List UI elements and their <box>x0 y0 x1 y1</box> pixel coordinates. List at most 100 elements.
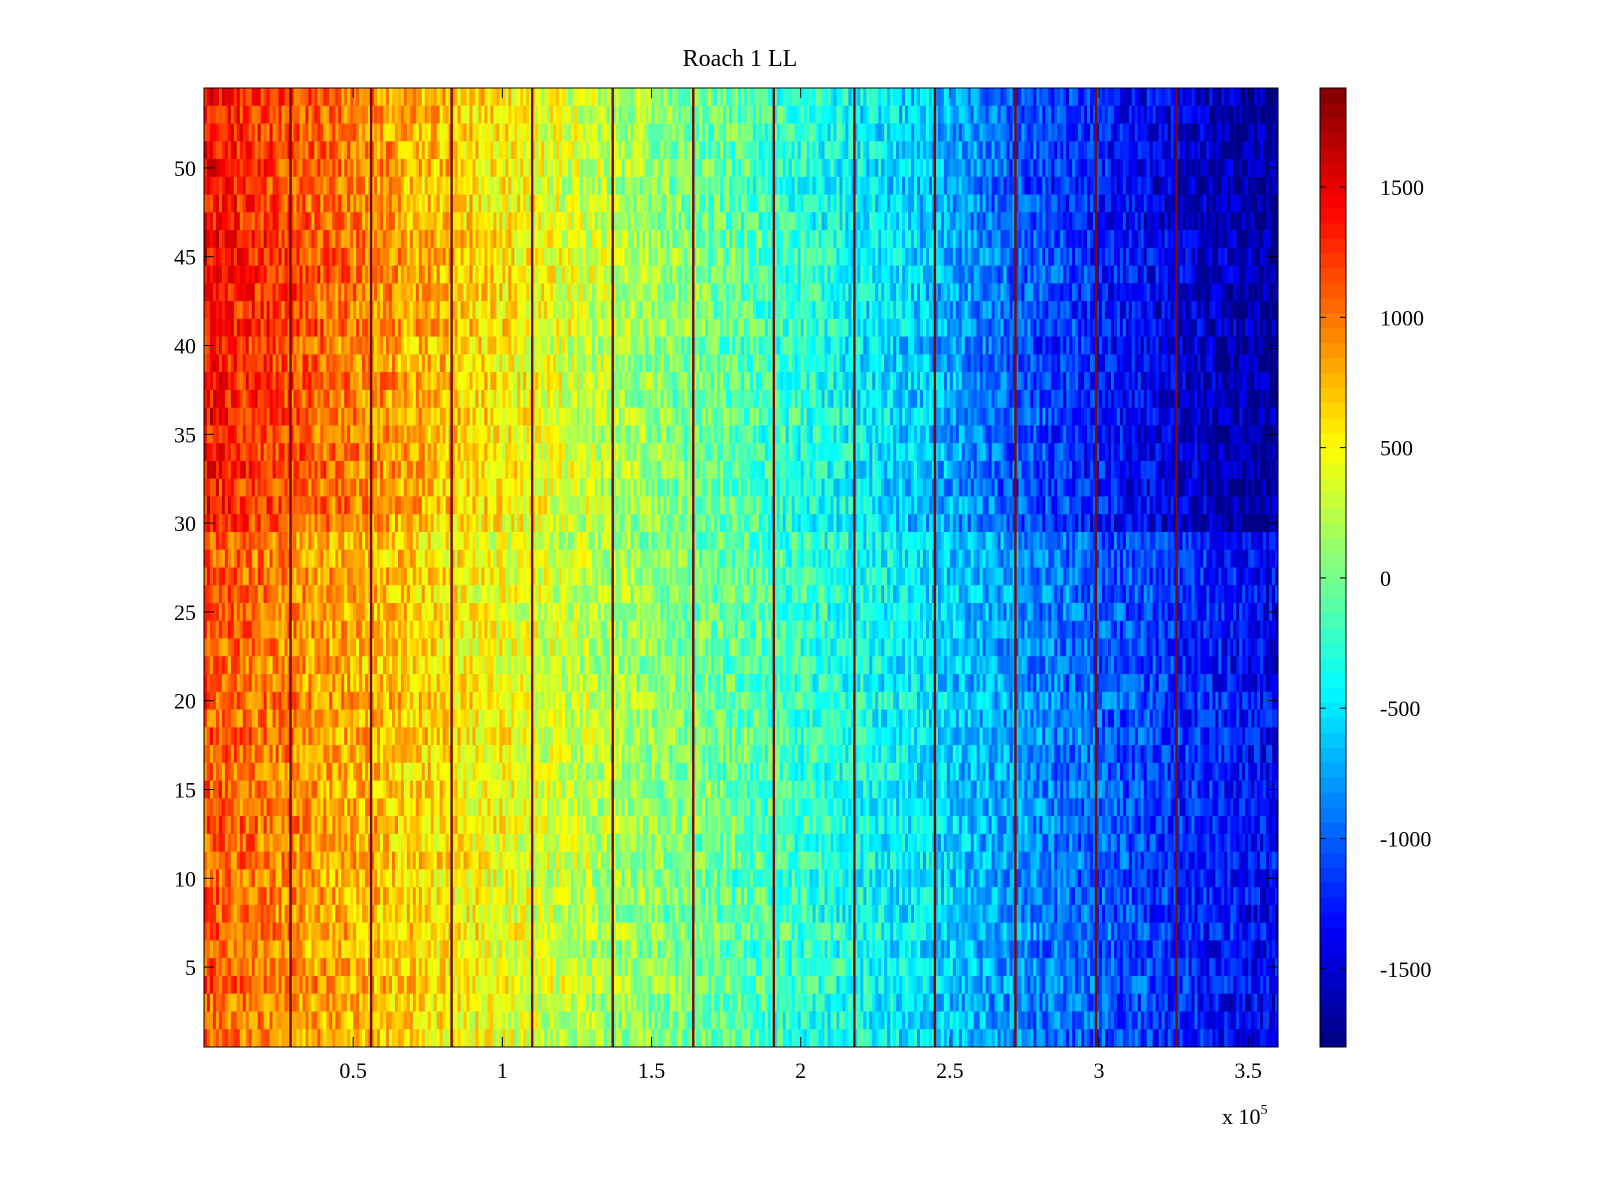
heatmap-cell <box>362 230 366 249</box>
heatmap-cell <box>1054 123 1058 142</box>
heatmap-cell <box>1075 88 1079 107</box>
heatmap-cell <box>427 176 432 195</box>
heatmap-cell <box>329 194 333 213</box>
heatmap-cell <box>1218 141 1222 160</box>
heatmap-cell <box>293 212 297 231</box>
heatmap-cell <box>1194 230 1198 249</box>
heatmap-cell <box>1215 176 1219 195</box>
heatmap-cell <box>934 123 939 142</box>
heatmap-cell <box>1101 318 1106 338</box>
heatmap-cell <box>233 194 238 213</box>
heatmap-cell <box>293 301 297 320</box>
heatmap-cell <box>752 123 757 142</box>
heatmap-cell <box>615 141 620 160</box>
heatmap-cell <box>371 176 375 195</box>
heatmap-cell <box>1131 105 1136 124</box>
heatmap-cell <box>743 159 748 178</box>
heatmap-cell <box>684 123 688 142</box>
heatmap-cell <box>335 159 339 178</box>
heatmap-cell <box>269 105 274 124</box>
heatmap-cell <box>353 88 357 107</box>
heatmap-cell <box>1263 283 1267 302</box>
heatmap-cell <box>350 283 354 302</box>
heatmap-cell <box>788 230 793 249</box>
heatmap-cell <box>415 283 420 302</box>
heatmap-cell <box>1012 283 1016 302</box>
heatmap-cell <box>1137 141 1142 160</box>
heatmap-cell <box>755 159 760 178</box>
heatmap-cell <box>612 212 617 231</box>
heatmap-cell <box>1257 212 1261 231</box>
heatmap-cell <box>511 105 515 124</box>
heatmap-cell <box>627 159 632 178</box>
heatmap-cell <box>997 105 1001 124</box>
heatmap-cell <box>1015 194 1019 213</box>
heatmap-cell <box>1173 194 1177 213</box>
heatmap-cell <box>562 265 566 284</box>
heatmap-cell <box>749 301 754 320</box>
heatmap-cell <box>263 176 268 195</box>
heatmap-cell <box>979 141 984 160</box>
heatmap-cell <box>1266 176 1270 195</box>
heatmap-cell <box>526 88 530 107</box>
heatmap-cell <box>681 176 685 195</box>
heatmap-cell <box>779 105 784 124</box>
heatmap-cell <box>454 212 458 231</box>
heatmap-cell <box>830 176 834 195</box>
heatmap-cell <box>1143 247 1148 266</box>
heatmap-cell <box>821 159 825 178</box>
heatmap-cell <box>764 176 769 195</box>
heatmap-cell <box>669 141 673 160</box>
heatmap-cell <box>684 141 688 160</box>
heatmap-cell <box>720 176 724 195</box>
heatmap-cell <box>917 88 921 107</box>
heatmap-cell <box>1110 176 1115 195</box>
heatmap-cell <box>538 176 542 195</box>
heatmap-cell <box>1170 194 1174 213</box>
heatmap-cell <box>1048 141 1052 160</box>
heatmap-cell <box>1179 88 1183 107</box>
heatmap-cell <box>1104 123 1109 142</box>
heatmap-cell <box>687 265 691 284</box>
heatmap-cell <box>377 318 381 338</box>
heatmap-cell <box>239 194 244 213</box>
heatmap-cell <box>1107 123 1112 142</box>
heatmap-cell <box>854 141 858 160</box>
heatmap-cell <box>460 105 464 124</box>
heatmap-cell <box>991 123 995 142</box>
heatmap-cell <box>272 141 276 160</box>
heatmap-cell <box>994 265 998 284</box>
heatmap-cell <box>511 301 515 320</box>
heatmap-cell <box>922 176 927 195</box>
heatmap-cell <box>347 283 351 302</box>
heatmap-cell <box>1042 88 1046 107</box>
heatmap-cell <box>400 212 405 231</box>
heatmap-cell <box>1254 141 1258 160</box>
heatmap-cell <box>305 265 309 284</box>
heatmap-cell <box>1096 301 1100 320</box>
heatmap-cell <box>421 265 426 284</box>
heatmap-cell <box>1036 194 1040 213</box>
heatmap-cell <box>454 318 458 338</box>
heatmap-cell <box>1242 212 1246 231</box>
heatmap-cell <box>726 318 730 338</box>
heatmap-cell <box>752 105 757 124</box>
heatmap-cell <box>854 230 858 249</box>
heatmap-cell <box>257 230 262 249</box>
heatmap-cell <box>1015 265 1019 284</box>
heatmap-cell <box>311 247 315 266</box>
heatmap-cell <box>275 265 279 284</box>
heatmap-cell <box>636 105 640 124</box>
heatmap-cell <box>863 283 867 302</box>
heatmap-cell <box>726 301 730 320</box>
heatmap-cell <box>573 141 578 160</box>
heatmap-cell <box>371 105 375 124</box>
heatmap-cell <box>356 212 360 231</box>
heatmap-cell <box>535 176 539 195</box>
heatmap-cell <box>920 176 924 195</box>
heatmap-cell <box>854 265 858 284</box>
heatmap-cell <box>275 212 279 231</box>
heatmap-cell <box>427 123 432 142</box>
heatmap-cell <box>1227 141 1231 160</box>
heatmap-cell <box>374 159 378 178</box>
